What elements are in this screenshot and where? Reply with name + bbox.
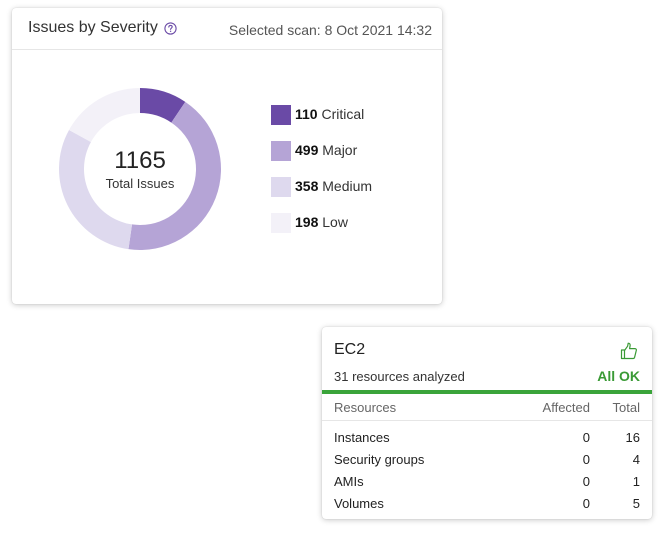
legend-label: Low xyxy=(322,214,348,230)
column-header-resources: Resources xyxy=(334,400,397,415)
table-row: Security groups 0 4 xyxy=(322,448,652,470)
card-title: Issues by Severity xyxy=(28,19,158,36)
resources-analyzed-count: 31 resources analyzed xyxy=(334,369,465,384)
legend-swatch-critical xyxy=(271,105,291,125)
affected-count: 0 xyxy=(582,474,590,489)
legend-label: Critical xyxy=(321,106,365,122)
legend-count: 198 xyxy=(295,214,319,230)
status-badge: All OK xyxy=(597,368,640,384)
question-circle-icon[interactable] xyxy=(164,22,177,35)
column-header-total: Total xyxy=(612,400,640,415)
total-count: 1 xyxy=(632,474,640,489)
ec2-resource-card[interactable]: EC2 31 resources analyzed All OK Resourc… xyxy=(322,327,652,519)
legend-count: 358 xyxy=(295,178,319,194)
selected-scan-label: Selected scan: 8 Oct 2021 14:32 xyxy=(228,22,432,38)
resource-name: Security groups xyxy=(334,452,425,467)
affected-count: 0 xyxy=(582,430,590,445)
legend-label: Medium xyxy=(322,178,373,194)
total-count: 4 xyxy=(632,452,640,467)
affected-count: 0 xyxy=(582,496,590,511)
resource-name: Volumes xyxy=(334,496,384,511)
legend-count: 110 xyxy=(295,106,318,122)
legend-count: 499 xyxy=(295,142,319,158)
legend-label: Major xyxy=(322,142,358,158)
table-row: Instances 0 16 xyxy=(322,426,652,448)
table-row: AMIs 0 1 xyxy=(322,470,652,492)
donut-slice-medium[interactable] xyxy=(59,129,133,250)
legend-swatch-low xyxy=(271,213,291,233)
total-issues-value: 1165 xyxy=(114,147,166,174)
service-title: EC2 xyxy=(334,341,366,358)
severity-donut-chart xyxy=(59,88,221,250)
total-count: 16 xyxy=(625,430,640,445)
table-row: Volumes 0 5 xyxy=(322,492,652,514)
donut-slice-critical[interactable] xyxy=(140,88,186,123)
resource-name: Instances xyxy=(334,430,390,445)
column-header-affected: Affected xyxy=(542,400,590,415)
legend-swatch-medium xyxy=(271,177,291,197)
affected-count: 0 xyxy=(582,452,590,467)
total-count: 5 xyxy=(632,496,640,511)
table-header: Resources Affected Total xyxy=(322,394,652,421)
thumbs-up-icon xyxy=(620,342,637,360)
issues-by-severity-card: Issues by Severity Selected scan: 8 Oct … xyxy=(12,8,442,304)
resources-table: Resources Affected Total Instances 0 16 … xyxy=(322,394,652,514)
donut-slice-major[interactable] xyxy=(128,101,221,250)
card-header: Issues by Severity Selected scan: 8 Oct … xyxy=(12,8,442,50)
total-issues-caption: Total Issues xyxy=(105,176,175,191)
donut-slice-low[interactable] xyxy=(69,88,140,143)
legend-swatch-major xyxy=(271,141,291,161)
resource-name: AMIs xyxy=(334,474,364,489)
status-bar xyxy=(322,390,652,394)
